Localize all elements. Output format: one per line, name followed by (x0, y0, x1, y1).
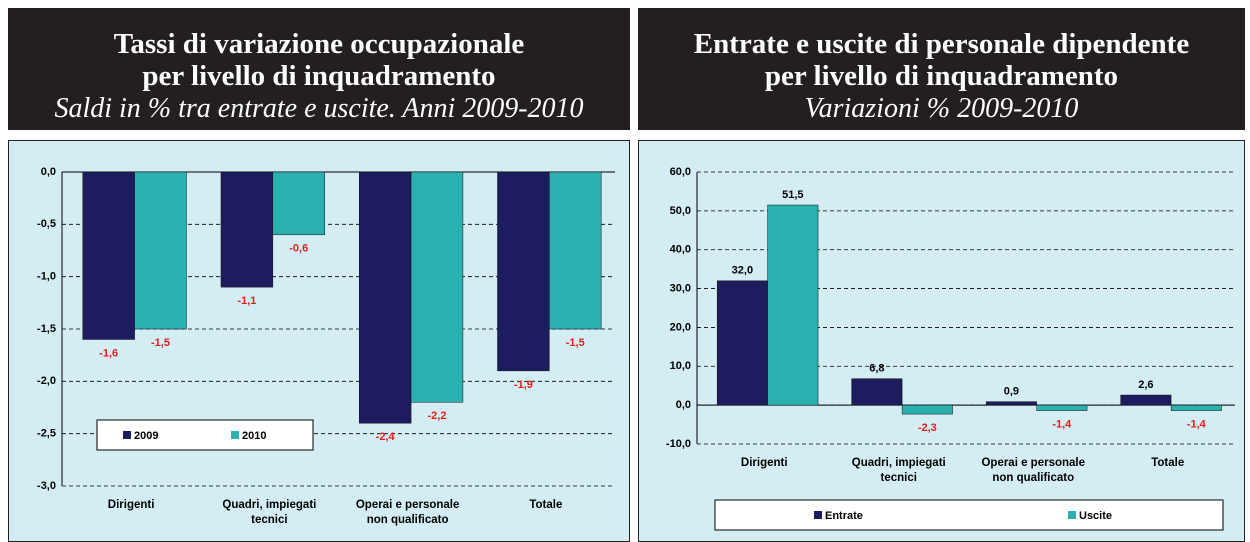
y-tick-label: 50,0 (670, 205, 691, 217)
value-label: -1,9 (514, 379, 533, 391)
value-label: -1,5 (566, 337, 585, 349)
bar (549, 171, 602, 330)
header: Tassi di variazione occupazionale per li… (8, 8, 630, 130)
bar (767, 204, 819, 406)
bar (82, 171, 135, 340)
legend-label: Uscite (1079, 510, 1112, 522)
y-tick-label: -0,5 (37, 218, 56, 230)
y-tick-label: -3,0 (37, 480, 56, 492)
bar (134, 171, 187, 330)
y-tick-label: -1,0 (37, 271, 56, 283)
x-tick-label: Dirigenti (740, 457, 788, 469)
bar (716, 280, 768, 406)
value-label: -2,4 (376, 431, 396, 443)
bar (272, 171, 325, 236)
x-tick-label: Quadri, impiegati tecnici (222, 499, 317, 526)
x-tick-label: Operai e personale non qualificato (355, 499, 460, 526)
header: Entrate e uscite di personale dipendente… (638, 8, 1245, 130)
value-label: -1,1 (237, 295, 256, 307)
title-line: Entrate e uscite di personale dipendente (693, 28, 1190, 60)
bar (410, 171, 464, 403)
title-line: per livello di inquadramento (764, 60, 1119, 92)
value-label: -1,5 (151, 337, 170, 349)
value-label: 51,5 (782, 189, 803, 201)
legend-swatch (814, 511, 822, 519)
value-label: -2,3 (918, 422, 937, 434)
y-tick-label: -2,5 (37, 428, 56, 440)
x-tick-label: Totale (1151, 457, 1185, 469)
y-tick-label: -2,0 (37, 375, 56, 387)
bar (1170, 404, 1222, 411)
y-tick-label: -10,0 (666, 438, 691, 450)
bar (851, 378, 903, 406)
legend-swatch (123, 431, 131, 439)
x-tick-label: Dirigenti (107, 499, 155, 511)
x-tick-label: Operai e personale non qualificato (981, 457, 1086, 484)
x-tick-label: Quadri, impiegati tecnici (851, 457, 946, 484)
legend-swatch (231, 431, 239, 439)
bar (497, 171, 550, 372)
legend-label: Entrate (825, 510, 863, 522)
bar (1120, 394, 1172, 406)
value-label: -1,4 (1052, 418, 1072, 430)
bar (901, 404, 953, 415)
bar (985, 401, 1037, 406)
title-line: per livello di inquadramento (142, 60, 496, 92)
value-label: 32,0 (732, 265, 753, 277)
y-tick-label: 40,0 (670, 244, 691, 256)
legend-label: 2010 (242, 430, 266, 442)
value-label: -1,4 (1187, 418, 1207, 430)
y-tick-label: 10,0 (670, 360, 691, 372)
bar (358, 171, 412, 424)
bar (1036, 404, 1088, 411)
value-label: -1,6 (99, 347, 118, 359)
value-label: -0,6 (289, 243, 308, 255)
legend-box (96, 419, 314, 451)
value-label: 6,8 (869, 363, 884, 375)
y-tick-label: 30,0 (670, 282, 691, 294)
legend-box (714, 499, 1224, 531)
y-tick-label: 20,0 (670, 321, 691, 333)
value-label: 2,6 (1138, 379, 1153, 391)
legend-swatch (1068, 511, 1076, 519)
y-tick-label: 0,0 (676, 399, 691, 411)
value-label: 0,9 (1004, 386, 1019, 398)
y-tick-label: 60,0 (670, 166, 691, 178)
subtitle: Saldi in % tra entrate e uscite. Anni 20… (54, 93, 584, 124)
subtitle: Variazioni % 2009-2010 (804, 93, 1079, 124)
y-tick-label: 0,0 (41, 166, 56, 178)
title-line: Tassi di variazione occupazionale (113, 28, 525, 60)
y-tick-label: -1,5 (37, 323, 56, 335)
legend-label: 2009 (134, 430, 158, 442)
bar (220, 171, 274, 288)
value-label: -2,2 (428, 410, 447, 422)
x-tick-label: Totale (529, 499, 563, 511)
